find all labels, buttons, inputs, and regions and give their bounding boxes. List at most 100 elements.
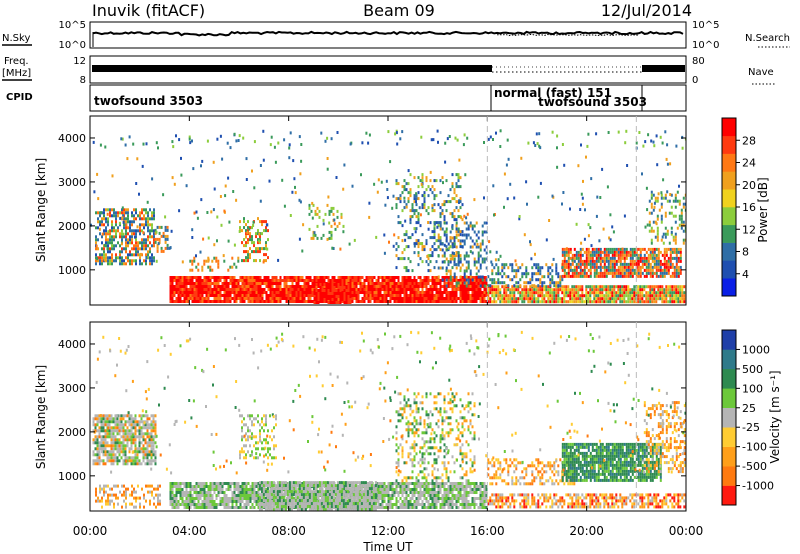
heat-cell [393, 276, 396, 279]
heat-cell [487, 275, 490, 279]
heat-cell [447, 260, 450, 264]
heat-cell [419, 276, 422, 279]
heat-cell [567, 259, 570, 263]
heat-cell [166, 237, 169, 241]
heat-cell [104, 145, 107, 149]
heat-cell [122, 450, 125, 454]
heat-cell [404, 238, 407, 242]
heat-cell [441, 300, 444, 303]
heat-cell [389, 282, 392, 285]
heat-cell [193, 259, 196, 263]
heat-cell [108, 417, 111, 421]
heat-cell [623, 262, 626, 266]
heat-cell [323, 283, 326, 286]
heat-cell [171, 488, 174, 491]
heat-cell [473, 279, 476, 282]
cpid-program-2: normal (fast) 151 [494, 86, 612, 100]
heat-cell [216, 215, 219, 219]
heat-cell [104, 414, 107, 418]
heat-cell [673, 274, 676, 278]
heat-cell [197, 497, 200, 500]
heat-cell [109, 211, 111, 215]
heat-cell [391, 291, 394, 294]
heat-cell [609, 288, 612, 292]
heat-cell [127, 214, 129, 218]
heat-cell [347, 283, 350, 286]
heat-cell [187, 491, 190, 494]
heat-cell [257, 279, 260, 282]
heat-cell [581, 247, 584, 251]
heat-cell [427, 291, 430, 294]
heat-cell [299, 288, 302, 291]
heat-cell [429, 236, 432, 240]
heat-cell [140, 447, 143, 451]
heat-cell [97, 496, 99, 500]
heat-cell [652, 208, 655, 212]
heat-cell [96, 441, 99, 445]
heat-cell [223, 276, 226, 279]
heat-cell [207, 285, 210, 288]
heat-cell [411, 209, 414, 213]
heat-cell [307, 285, 310, 288]
heat-cell [629, 265, 632, 269]
heat-cell [557, 291, 560, 295]
heat-cell [647, 294, 650, 298]
heat-cell [591, 285, 594, 289]
heat-cell [195, 297, 198, 300]
heat-cell [617, 274, 620, 278]
heat-cell [103, 490, 105, 494]
heat-cell [651, 300, 654, 304]
heat-cell [130, 420, 133, 424]
heat-cell [539, 181, 542, 185]
heat-cell [191, 297, 194, 300]
heat-cell [337, 276, 340, 279]
heat-cell [213, 243, 216, 247]
heat-cell [102, 417, 105, 421]
nave-label: Nave [748, 67, 774, 78]
heat-cell [347, 276, 350, 279]
heat-cell [425, 188, 428, 192]
heat-cell [120, 423, 123, 427]
heat-cell [281, 288, 284, 291]
heat-cell [318, 215, 321, 219]
heat-cell [589, 297, 592, 301]
heat-cell [199, 491, 202, 494]
heat-cell [515, 297, 518, 301]
heat-cell [233, 132, 236, 136]
heat-cell [235, 198, 238, 202]
heat-cell [112, 438, 115, 442]
heat-cell [637, 259, 640, 263]
heat-cell [663, 297, 666, 301]
heat-cell [273, 145, 276, 149]
heat-cell [656, 232, 659, 236]
heat-cell [223, 209, 226, 213]
heat-cell [295, 297, 298, 300]
heat-cell [137, 247, 139, 251]
heat-cell [577, 291, 580, 295]
heat-cell [106, 453, 109, 457]
heat-cell [385, 297, 388, 300]
heat-cell [199, 494, 202, 497]
heat-cell [335, 289, 338, 292]
heat-cell [567, 294, 570, 298]
heat-cell [664, 232, 667, 236]
heat-cell [660, 238, 663, 242]
heat-cell [661, 300, 664, 304]
heat-cell [148, 438, 151, 442]
heat-cell [471, 297, 474, 300]
heat-cell [136, 157, 139, 161]
heat-cell [463, 294, 466, 297]
heat-cell [593, 294, 596, 298]
heat-cell [465, 266, 468, 270]
heat-cell [443, 243, 446, 247]
heat-cell [132, 426, 135, 430]
heat-cell [245, 250, 247, 254]
heat-cell [647, 271, 650, 275]
heat-cell [551, 294, 554, 298]
heat-cell [293, 294, 296, 297]
heat-cell [603, 294, 606, 298]
heat-cell [122, 414, 125, 418]
heat-cell [567, 247, 570, 251]
heat-cell [449, 245, 452, 249]
heat-cell [331, 301, 334, 304]
